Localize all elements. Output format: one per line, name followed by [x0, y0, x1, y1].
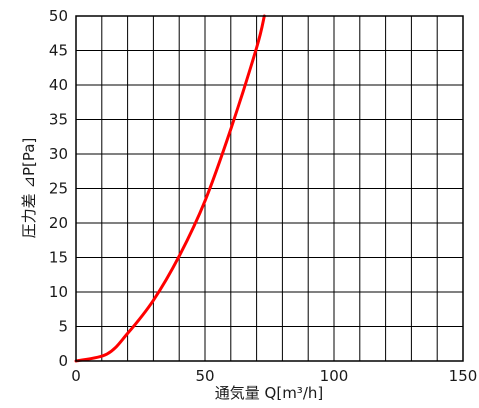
plot-border — [75, 15, 464, 362]
y-tick-label: 10 — [49, 283, 68, 301]
y-tick-label: 50 — [49, 7, 68, 25]
y-tick-label: 25 — [49, 180, 68, 198]
x-tick-label: 100 — [320, 367, 349, 385]
x-axis-label: 通気量 Q[m³/h] — [215, 384, 323, 402]
y-tick-label: 30 — [49, 145, 68, 163]
y-tick-labels: 0 5 10 15 20 25 30 35 40 45 50 — [49, 7, 68, 370]
y-axis-label: 圧力差 ⊿P[Pa] — [20, 138, 38, 239]
y-tick-label: 15 — [49, 249, 68, 267]
grid — [76, 16, 463, 361]
x-tick-label: 0 — [71, 367, 81, 385]
x-tick-label: 150 — [449, 367, 478, 385]
y-tick-label: 45 — [49, 42, 68, 60]
x-tick-labels: 0 50 100 150 — [71, 367, 477, 385]
y-tick-label: 40 — [49, 76, 68, 94]
y-tick-label: 0 — [58, 352, 68, 370]
series-layer — [74, 14, 266, 363]
series-line — [74, 14, 266, 363]
y-tick-label: 20 — [49, 214, 68, 232]
x-tick-label: 50 — [195, 367, 214, 385]
y-tick-label: 5 — [58, 318, 68, 336]
y-tick-label: 35 — [49, 111, 68, 129]
